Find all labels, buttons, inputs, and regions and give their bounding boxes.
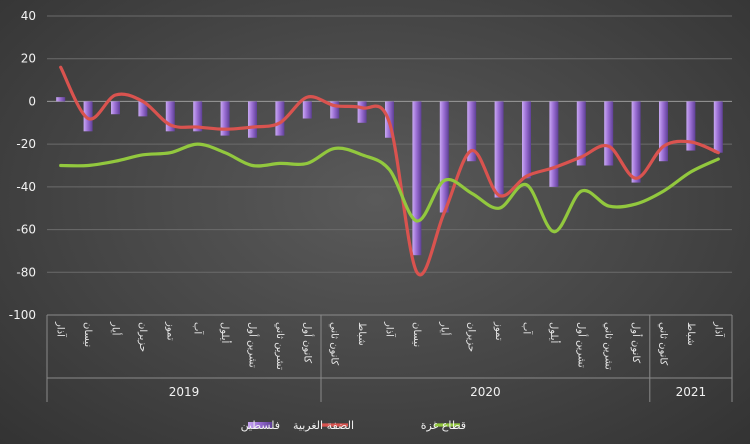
legend-swatch-palestine <box>248 422 272 428</box>
grid-lines <box>47 15 732 316</box>
x-tick-label: أيار <box>438 321 451 336</box>
line-gaza <box>59 142 720 234</box>
y-axis-ticks: -100 -80 -60 -40 -20 0 20 40 <box>9 9 36 322</box>
bar-palestine <box>83 101 93 132</box>
y-tick-label: -100 <box>9 308 36 322</box>
bar-palestine <box>631 101 641 183</box>
bar-palestine <box>659 101 668 162</box>
y-tick-label: -40 <box>16 180 36 194</box>
x-tick-label: أيلول <box>548 322 561 344</box>
bar-palestine <box>604 101 614 166</box>
bar-palestine <box>549 101 559 187</box>
y-tick-label: 20 <box>21 52 36 66</box>
x-tick-label: حزيران <box>137 322 148 352</box>
legend-label: قطاع غزة <box>421 419 466 432</box>
x-tick-label: حزيران <box>466 322 477 352</box>
x-tick-label: كانون ثاني <box>658 322 669 365</box>
x-tick-label: آذار <box>55 321 68 338</box>
x-tick-label: نيسان <box>411 322 422 347</box>
x-tick-label: شباط <box>356 322 367 346</box>
legend-label: الضفة الغربية <box>293 419 354 432</box>
x-tick-label: كانون ثاني <box>329 322 340 365</box>
bar-palestine <box>494 101 504 198</box>
x-tick-label: أيار <box>110 321 123 336</box>
x-tick-label: تشرين ثاني <box>274 322 285 370</box>
year-label: 2019 <box>169 385 200 399</box>
bar-palestine <box>576 101 586 166</box>
bar-palestine <box>357 101 367 123</box>
x-tick-label: تشرين أول <box>247 322 260 368</box>
x-axis: آذار نيسان أيار حزيران تموز آب أيلول تشرين أول ت… <box>46 314 733 402</box>
legend: فلسطين الضفة الغربية قطاع غزة <box>241 419 466 432</box>
bar-palestine <box>138 101 148 117</box>
x-tick-label: نيسان <box>82 322 93 347</box>
x-tick-label: تشرين ثاني <box>603 322 614 370</box>
bars-palestine <box>56 97 723 256</box>
x-tick-label: تموز <box>493 321 504 341</box>
bar-palestine <box>713 101 723 153</box>
x-tick-label: كانون أول <box>630 322 643 363</box>
y-tick-label: 40 <box>21 9 36 23</box>
y-tick-label: -60 <box>16 223 36 237</box>
x-tick-label: شباط <box>685 322 696 346</box>
legend-label: فلسطين <box>241 419 280 432</box>
bar-palestine <box>56 97 66 102</box>
bar-palestine <box>467 101 477 162</box>
bar-palestine <box>412 101 422 256</box>
y-tick-label: -20 <box>16 137 36 151</box>
x-tick-label: آب <box>521 322 534 335</box>
y-tick-label: -80 <box>16 265 36 279</box>
bar-palestine <box>165 101 175 132</box>
bar-palestine <box>220 101 230 136</box>
series-lines <box>59 65 720 277</box>
bar-palestine <box>686 101 696 151</box>
year-label: 2020 <box>470 385 501 399</box>
bar-palestine <box>330 101 340 119</box>
bar-palestine <box>522 101 531 179</box>
x-tick-label: آذار <box>712 321 725 338</box>
year-label: 2021 <box>676 385 707 399</box>
x-tick-label: آب <box>192 322 205 335</box>
line-west-bank <box>59 65 720 277</box>
bar-palestine <box>248 101 257 138</box>
x-tick-label: كانون أول <box>301 322 314 363</box>
x-tick-label: أيلول <box>219 322 232 344</box>
x-tick-label: تموز <box>164 321 175 341</box>
bar-palestine <box>193 101 203 132</box>
y-tick-label: 0 <box>28 94 36 108</box>
bar-palestine <box>439 101 449 213</box>
bar-palestine <box>302 101 312 119</box>
bar-palestine <box>111 101 120 115</box>
x-tick-label: آذار <box>384 321 397 338</box>
bar-palestine <box>275 101 285 136</box>
x-tick-label: تشرين أول <box>575 322 588 368</box>
